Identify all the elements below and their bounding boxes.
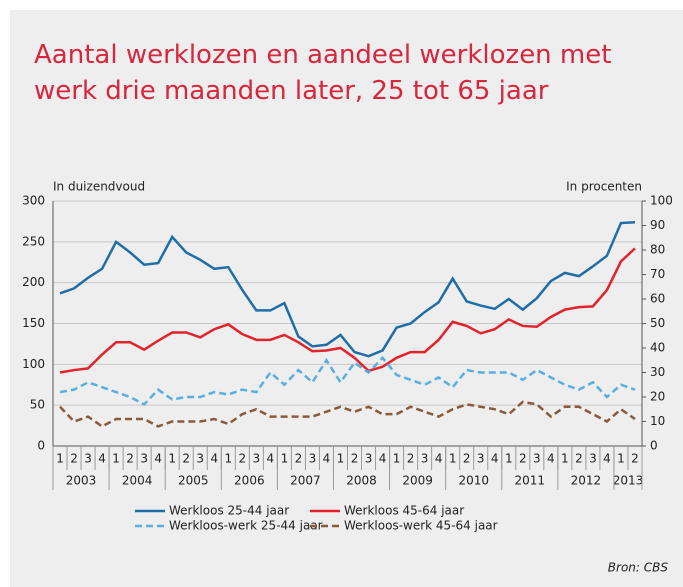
- x-tick-label: 3: [421, 452, 429, 466]
- chart-title: Aantal werklozen en aandeel werklozen me…: [34, 40, 611, 70]
- y2-axis-label: In procenten: [566, 180, 642, 194]
- x-tick-label: 4: [267, 452, 275, 466]
- x-tick-label: 1: [56, 452, 64, 466]
- y2-tick-label: 70: [650, 267, 665, 281]
- x-tick-label: 4: [435, 452, 443, 466]
- y2-tick-label: 10: [650, 414, 665, 428]
- year-label: 2013: [613, 474, 644, 488]
- y2-tick-label: 50: [650, 316, 665, 330]
- x-tick-label: 2: [519, 452, 527, 466]
- year-label: 2007: [290, 474, 321, 488]
- x-tick-label: 1: [449, 452, 457, 466]
- x-tick-label: 3: [365, 452, 373, 466]
- y-tick-label: 200: [22, 275, 45, 289]
- y-tick-label: 100: [22, 357, 45, 371]
- legend-label: Werkloos 25-44 jaar: [169, 504, 289, 518]
- chart: Aantal werklozen en aandeel werklozen me…: [0, 0, 683, 587]
- x-tick-label: 1: [337, 452, 345, 466]
- x-tick-label: 2: [407, 452, 415, 466]
- y2-tick-label: 0: [650, 439, 658, 453]
- x-tick-label: 2: [126, 452, 134, 466]
- year-label: 2008: [346, 474, 377, 488]
- x-tick-label: 3: [84, 452, 92, 466]
- y-tick-label: 250: [22, 234, 45, 248]
- x-tick-label: 1: [393, 452, 401, 466]
- x-tick-label: 1: [224, 452, 232, 466]
- x-tick-label: 1: [112, 452, 120, 466]
- x-tick-label: 1: [505, 452, 513, 466]
- x-tick-label: 3: [309, 452, 317, 466]
- y2-tick-label: 20: [650, 390, 665, 404]
- y2-tick-label: 80: [650, 243, 665, 257]
- year-label: 2006: [234, 474, 265, 488]
- x-tick-label: 3: [589, 452, 597, 466]
- x-tick-label: 2: [239, 452, 247, 466]
- legend-label: Werkloos-werk 45-64 jaar: [344, 519, 498, 533]
- y-tick-label: 300: [22, 194, 45, 208]
- x-tick-label: 2: [351, 452, 359, 466]
- year-label: 2009: [402, 474, 433, 488]
- x-tick-label: 4: [379, 452, 387, 466]
- year-label: 2010: [458, 474, 489, 488]
- year-label: 2003: [66, 474, 97, 488]
- x-tick-label: 4: [323, 452, 331, 466]
- chart-title-line2: werk drie maanden later, 25 tot 65 jaar: [34, 76, 549, 106]
- x-tick-label: 4: [210, 452, 218, 466]
- x-tick-label: 4: [98, 452, 106, 466]
- x-tick-label: 4: [154, 452, 162, 466]
- y-axis-label: In duizendvoud: [53, 180, 145, 194]
- x-tick-label: 1: [168, 452, 176, 466]
- x-tick-label: 2: [575, 452, 583, 466]
- x-tick-label: 2: [295, 452, 303, 466]
- x-tick-label: 2: [631, 452, 639, 466]
- year-label: 2004: [122, 474, 153, 488]
- y2-tick-label: 40: [650, 341, 665, 355]
- x-tick-label: 4: [603, 452, 611, 466]
- x-tick-label: 3: [477, 452, 485, 466]
- x-tick-label: 4: [547, 452, 555, 466]
- x-tick-label: 1: [561, 452, 569, 466]
- x-tick-label: 1: [281, 452, 289, 466]
- x-tick-label: 3: [253, 452, 261, 466]
- x-tick-label: 2: [463, 452, 471, 466]
- year-label: 2011: [515, 474, 546, 488]
- x-tick-label: 2: [182, 452, 190, 466]
- x-tick-label: 3: [196, 452, 204, 466]
- year-label: 2012: [571, 474, 602, 488]
- x-tick-label: 4: [491, 452, 499, 466]
- year-label: 2005: [178, 474, 209, 488]
- y2-tick-label: 100: [650, 194, 673, 208]
- y-tick-label: 150: [22, 316, 45, 330]
- y2-tick-label: 60: [650, 292, 665, 306]
- y2-tick-label: 30: [650, 365, 665, 379]
- y-tick-label: 50: [30, 398, 45, 412]
- x-tick-label: 3: [140, 452, 148, 466]
- legend-label: Werkloos 45-64 jaar: [344, 504, 464, 518]
- x-tick-label: 1: [617, 452, 625, 466]
- x-tick-label: 2: [70, 452, 78, 466]
- y2-tick-label: 90: [650, 218, 665, 232]
- legend-label: Werkloos-werk 25-44 jaar: [169, 519, 323, 533]
- y-tick-label: 0: [37, 439, 45, 453]
- x-tick-label: 3: [533, 452, 541, 466]
- source: Bron: CBS: [608, 561, 669, 575]
